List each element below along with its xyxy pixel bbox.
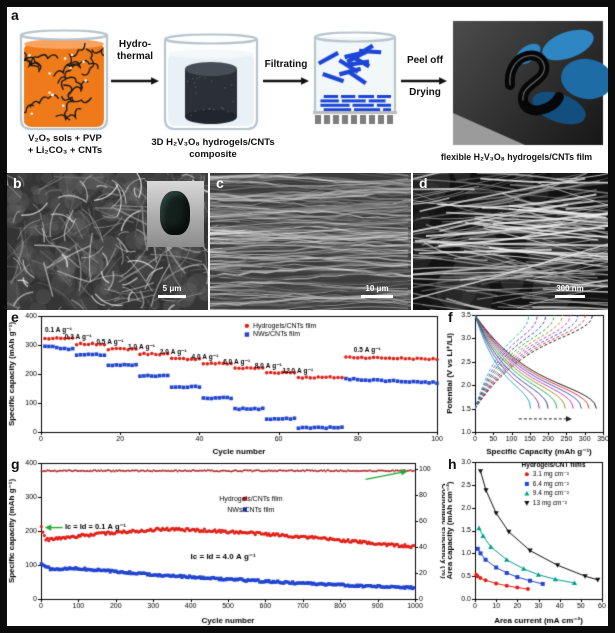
composite-caption-line1: 3D H₂V₃O₈ hydrogels/CNTs	[151, 137, 275, 148]
panel-label-e: e	[11, 309, 19, 325]
scalebar-c-line	[361, 295, 393, 298]
voltage-profile-chart	[445, 310, 608, 457]
scalebar-d-line	[555, 295, 585, 298]
panel-label-b: b	[13, 175, 22, 191]
synthesis-schematic-canvas	[7, 7, 608, 172]
filtrating-step-label: Filtrating	[264, 59, 308, 70]
cycling-stability-chart	[7, 457, 445, 626]
sem-image-d	[413, 173, 608, 310]
drying-label: Drying	[409, 87, 441, 98]
scalebar-c-label: 10 μm	[365, 284, 389, 293]
composite-caption-line2: composite	[189, 149, 237, 160]
area-capacity-chart	[445, 457, 608, 626]
panel-label-c: c	[216, 175, 224, 191]
panel-label-a: a	[11, 7, 19, 23]
hydrothermal-label-line2: thermal	[116, 51, 154, 62]
hydrogel-monolith	[160, 191, 190, 235]
scalebar-b-line	[158, 295, 186, 298]
precursor-caption: V₂O₅ sols + PVP + Li₂CO₃ + CNTs	[7, 133, 123, 157]
peel-off-label: Peel off	[406, 55, 444, 66]
scalebar-b-label: 5 μm	[162, 284, 182, 293]
rate-performance-chart	[7, 310, 445, 457]
sem-image-c	[210, 173, 411, 310]
panel-label-f: f	[448, 309, 453, 325]
composite-caption: 3D H₂V₃O₈ hydrogels/CNTs composite	[145, 137, 281, 161]
panel-label-h: h	[448, 456, 457, 472]
panel-label-g: g	[11, 456, 20, 472]
figure-background: a Hydro- thermal Filtrating Peel off Dry…	[7, 7, 608, 626]
scalebar-c: 10 μm	[351, 284, 403, 298]
precursor-caption-line2: + Li₂CO₃ + CNTs	[27, 145, 103, 156]
precursor-caption-line1: V₂O₅ sols + PVP	[28, 133, 102, 144]
scalebar-d-label: 300 nm	[556, 284, 584, 293]
panel-label-d: d	[419, 175, 428, 191]
hydrogel-photo-inset	[147, 181, 204, 247]
hydrothermal-step-label: Hydro- thermal	[105, 39, 165, 63]
scalebar-d: 300 nm	[541, 284, 599, 298]
hydrothermal-label-line1: Hydro-	[118, 39, 152, 50]
scalebar-b: 5 μm	[146, 284, 198, 298]
film-caption: flexible H₂V₃O₈ hydrogels/CNTs film	[440, 152, 593, 162]
